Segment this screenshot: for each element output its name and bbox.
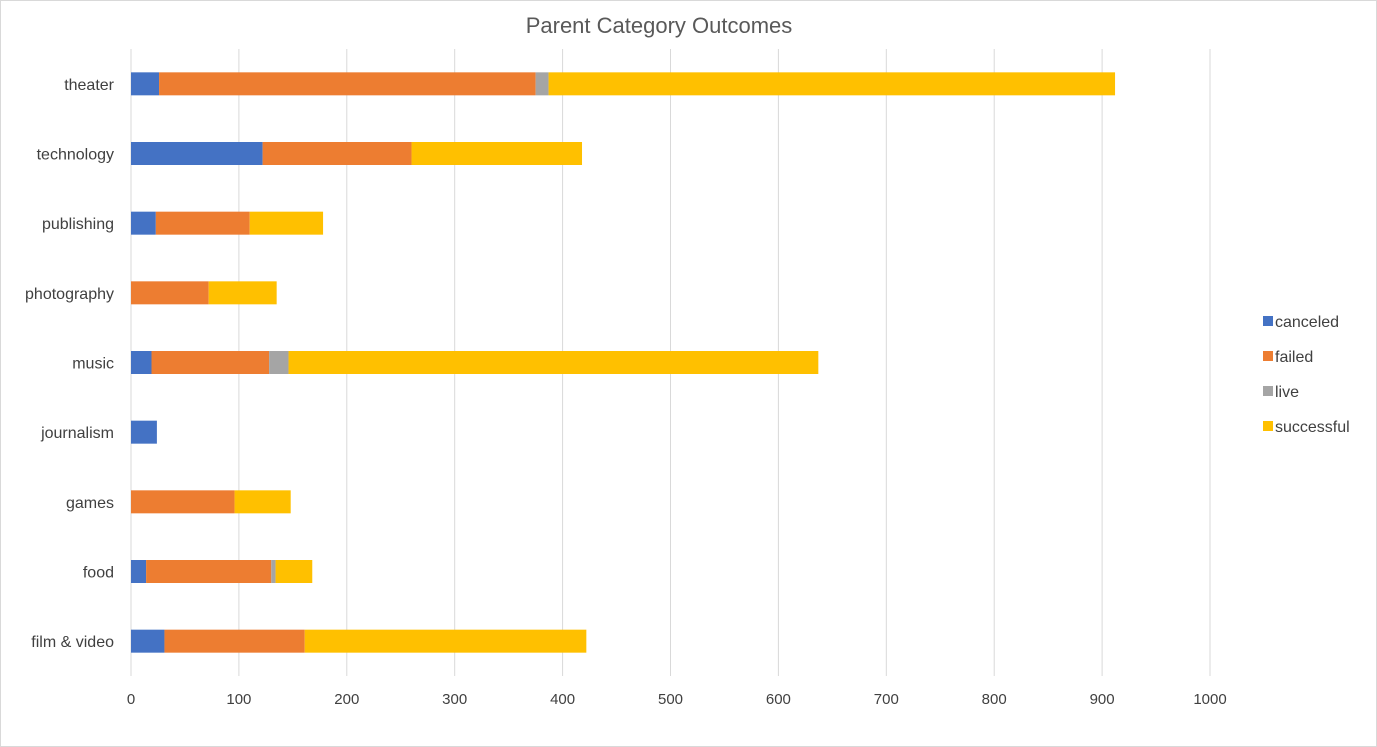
legend-swatch-canceled [1263, 316, 1273, 326]
category-label-technology: technology [37, 147, 114, 164]
bar-technology-canceled [131, 142, 263, 165]
x-tick-label-600: 600 [766, 691, 791, 708]
x-tick-label-1000: 1000 [1193, 691, 1226, 708]
category-label-film-and-video: film & video [31, 634, 114, 651]
bar-music-successful [288, 351, 819, 374]
x-tick-label-0: 0 [127, 691, 135, 708]
chart-title: Parent Category Outcomes [526, 13, 793, 38]
bar-film-and-video-successful [304, 629, 587, 653]
bar-theater-failed [159, 72, 536, 96]
legend-label-successful: successful [1275, 419, 1350, 436]
bar-film-and-video-failed [164, 629, 305, 653]
category-label-music: music [72, 356, 114, 373]
bar-film-and-video-canceled [131, 629, 165, 653]
legend-swatch-failed [1263, 351, 1273, 361]
category-label-food: food [83, 565, 114, 582]
legend-swatch-successful [1263, 421, 1273, 431]
bar-food-live [271, 560, 276, 583]
category-label-games: games [66, 495, 114, 512]
category-label-publishing: publishing [42, 216, 114, 233]
bar-technology-failed [262, 142, 412, 165]
x-tick-label-200: 200 [334, 691, 359, 708]
category-labels: theater technology publishing photography mu… [25, 77, 115, 651]
legend-label-canceled: canceled [1275, 314, 1339, 331]
bar-photography-failed [131, 281, 209, 305]
bar-publishing-canceled [131, 211, 156, 235]
legend-label-failed: failed [1275, 349, 1313, 366]
bar-publishing-successful [249, 211, 324, 235]
bar-journalism-canceled [131, 420, 157, 444]
x-tick-label-700: 700 [874, 691, 899, 708]
x-tick-label-800: 800 [982, 691, 1007, 708]
bar-food-successful [275, 560, 313, 583]
bar-theater-canceled [131, 72, 160, 96]
x-tick-label-500: 500 [658, 691, 683, 708]
bars [131, 72, 1116, 653]
x-tick-label-300: 300 [442, 691, 467, 708]
bar-food-failed [146, 560, 272, 583]
legend-label-live: live [1275, 384, 1299, 401]
x-tick-label-900: 900 [1090, 691, 1115, 708]
legend: canceled failed live successful [1263, 314, 1350, 436]
bar-music-failed [151, 351, 270, 374]
bar-games-failed [131, 490, 235, 514]
x-axis-tick-labels: 0 100 200 300 400 500 600 700 800 900 1000 [127, 691, 1227, 708]
legend-swatch-live [1263, 386, 1273, 396]
bar-food-canceled [131, 560, 147, 583]
bar-technology-successful [411, 142, 583, 165]
x-tick-label-100: 100 [226, 691, 251, 708]
category-label-journalism: journalism [40, 425, 114, 442]
bar-publishing-failed [155, 211, 250, 235]
bar-theater-live [535, 72, 549, 96]
bar-music-live [269, 351, 289, 374]
category-label-theater: theater [64, 77, 114, 94]
bar-photography-successful [208, 281, 277, 305]
category-label-photography: photography [25, 286, 114, 303]
bar-music-canceled [131, 351, 152, 374]
bar-theater-successful [548, 72, 1116, 96]
bar-games-successful [234, 490, 291, 514]
x-tick-label-400: 400 [550, 691, 575, 708]
